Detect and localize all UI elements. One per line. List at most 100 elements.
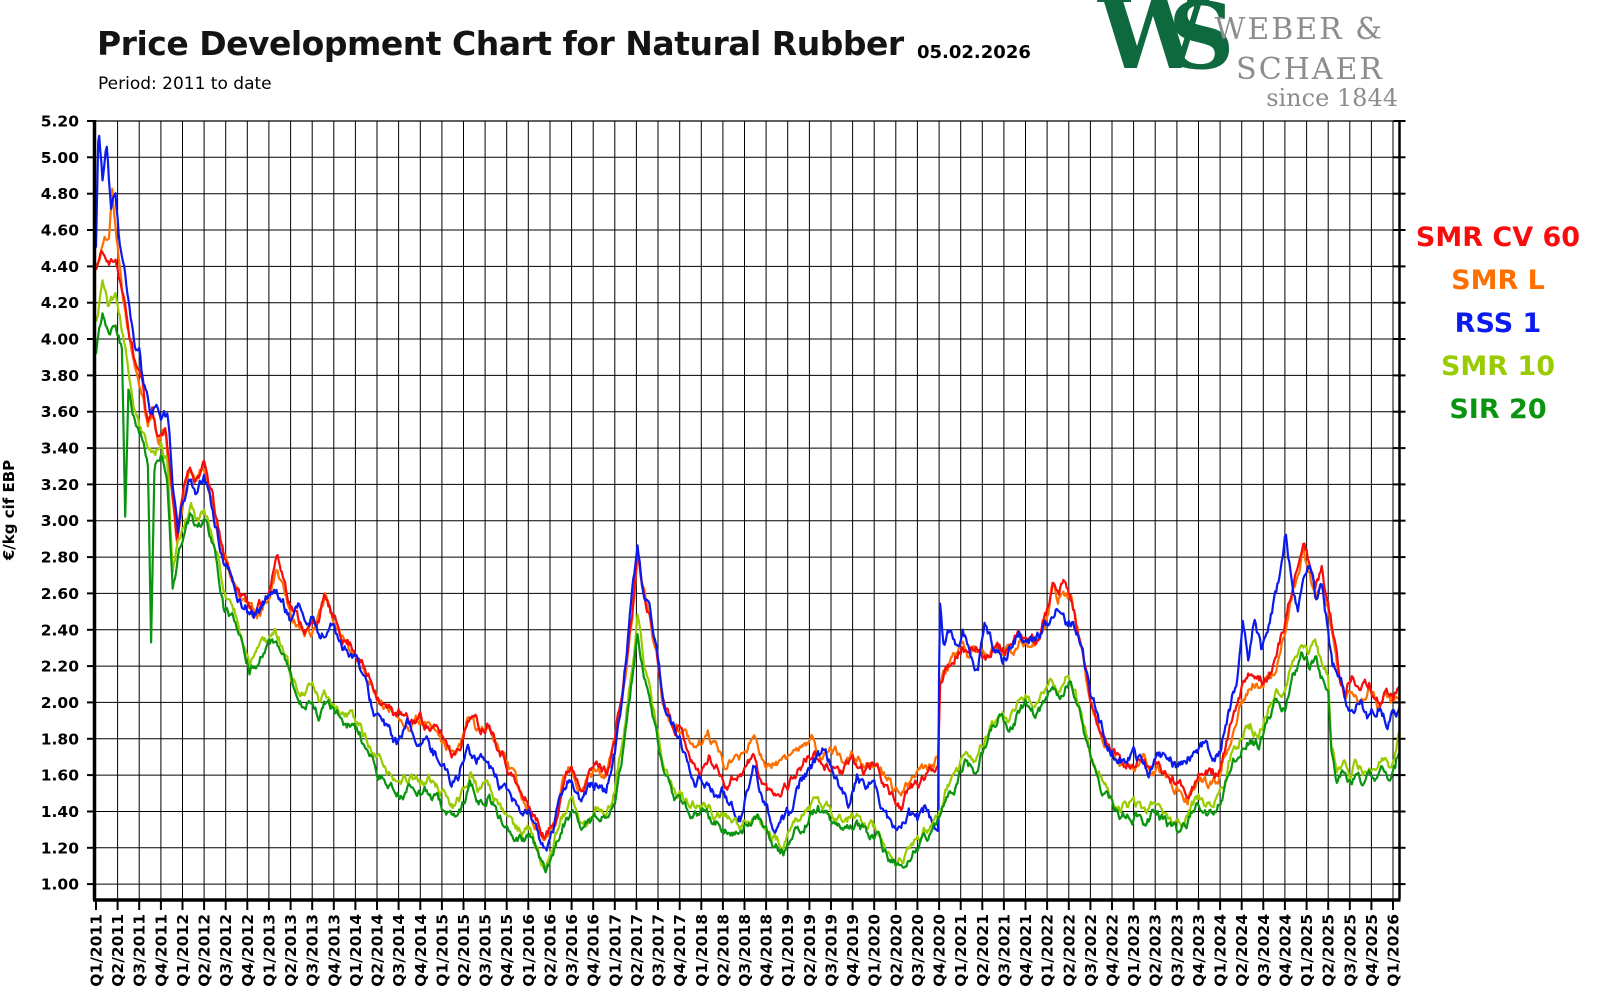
svg-text:Q2/2024: Q2/2024: [1233, 914, 1251, 987]
svg-text:Q1/2015: Q1/2015: [433, 914, 451, 987]
svg-text:4.60: 4.60: [41, 222, 79, 240]
svg-text:4.20: 4.20: [41, 294, 79, 312]
svg-text:4.00: 4.00: [41, 331, 79, 349]
chart-period-subtitle: Period: 2011 to date: [98, 74, 272, 94]
svg-text:Q3/2025: Q3/2025: [1341, 914, 1359, 987]
svg-text:Q1/2013: Q1/2013: [260, 914, 278, 987]
svg-text:Q2/2020: Q2/2020: [887, 914, 905, 987]
svg-text:Q2/2023: Q2/2023: [1147, 914, 1165, 987]
svg-text:Q2/2017: Q2/2017: [628, 914, 646, 987]
svg-text:Q1/2016: Q1/2016: [520, 914, 538, 987]
y-axis-title: €/kg cif EBP: [0, 460, 18, 561]
svg-text:3.00: 3.00: [41, 512, 79, 530]
svg-text:3.80: 3.80: [41, 367, 79, 385]
legend-item-smr-l: SMR L: [1451, 265, 1545, 296]
svg-text:Q4/2021: Q4/2021: [1017, 914, 1035, 987]
svg-text:Q4/2013: Q4/2013: [325, 914, 343, 987]
svg-text:Q1/2018: Q1/2018: [693, 914, 711, 987]
svg-text:4.80: 4.80: [41, 185, 79, 203]
svg-text:Q2/2012: Q2/2012: [196, 914, 214, 987]
svg-text:Q2/2014: Q2/2014: [369, 914, 387, 987]
svg-text:Q3/2023: Q3/2023: [1168, 914, 1186, 987]
logo-letter-w: W: [1098, 0, 1209, 92]
series-line-rss-1: [94, 134, 1401, 852]
svg-text:Q2/2018: Q2/2018: [714, 914, 732, 987]
svg-text:2.40: 2.40: [41, 621, 79, 639]
svg-text:Q1/2019: Q1/2019: [779, 914, 797, 987]
svg-text:2.20: 2.20: [41, 658, 79, 676]
svg-text:5.20: 5.20: [41, 113, 79, 131]
svg-text:2.60: 2.60: [41, 585, 79, 603]
svg-text:Q1/2017: Q1/2017: [606, 914, 624, 987]
svg-text:Q4/2014: Q4/2014: [412, 914, 430, 987]
svg-text:Q2/2011: Q2/2011: [109, 914, 127, 987]
svg-text:Q1/2022: Q1/2022: [1039, 914, 1057, 987]
svg-text:Q2/2013: Q2/2013: [282, 914, 300, 987]
svg-text:Q3/2013: Q3/2013: [304, 914, 322, 987]
svg-text:Q4/2011: Q4/2011: [152, 914, 170, 987]
svg-text:3.60: 3.60: [41, 403, 79, 421]
svg-text:3.20: 3.20: [41, 476, 79, 494]
weber-schaer-logo: WS WEBER & SCHAER since 1844: [1090, 0, 1402, 118]
svg-text:Q3/2017: Q3/2017: [650, 914, 668, 987]
svg-text:Q2/2025: Q2/2025: [1320, 914, 1338, 987]
legend-item-sir-20: SIR 20: [1449, 394, 1547, 425]
y-axis-labels: 1.00 1.20 1.40 1.60 1.80 2.00 2.20 2.40 2.60 2.80…: [41, 113, 79, 894]
logo-name-line2: SCHAER: [1236, 52, 1384, 87]
svg-text:1.40: 1.40: [41, 803, 79, 821]
svg-text:Q4/2012: Q4/2012: [239, 914, 257, 987]
svg-text:Q3/2018: Q3/2018: [736, 914, 754, 987]
svg-text:2.80: 2.80: [41, 549, 79, 567]
svg-text:Q3/2012: Q3/2012: [217, 914, 235, 987]
svg-text:5.00: 5.00: [41, 149, 79, 167]
svg-text:Q3/2015: Q3/2015: [477, 914, 495, 987]
logo-tagline: since 1844: [1266, 84, 1398, 112]
gridlines: [96, 120, 1400, 899]
svg-text:1.80: 1.80: [41, 730, 79, 748]
legend-item-smr-cv-60: SMR CV 60: [1415, 222, 1581, 253]
svg-text:Q4/2020: Q4/2020: [931, 914, 949, 987]
svg-text:Q3/2020: Q3/2020: [909, 914, 927, 987]
svg-text:Q3/2021: Q3/2021: [995, 914, 1013, 987]
svg-text:Q4/2015: Q4/2015: [498, 914, 516, 987]
svg-text:1.20: 1.20: [41, 839, 79, 857]
svg-text:2.00: 2.00: [41, 694, 79, 712]
svg-text:Q3/2014: Q3/2014: [390, 914, 408, 987]
svg-text:3.40: 3.40: [41, 440, 79, 458]
svg-text:Q1/2021: Q1/2021: [952, 914, 970, 987]
svg-text:Q1/2025: Q1/2025: [1298, 914, 1316, 987]
svg-text:Q2/2016: Q2/2016: [542, 914, 560, 987]
series-line-sir-20: [94, 312, 1401, 874]
svg-text:Q2/2019: Q2/2019: [801, 914, 819, 987]
logo-company-name: WEBER & SCHAER: [1212, 10, 1384, 90]
logo-letter-s: S: [1168, 0, 1235, 90]
svg-text:Q3/2011: Q3/2011: [131, 914, 149, 987]
svg-text:Q2/2021: Q2/2021: [974, 914, 992, 987]
svg-text:Q1/2023: Q1/2023: [1125, 914, 1143, 987]
svg-text:Q4/2017: Q4/2017: [671, 914, 689, 987]
svg-text:Q3/2019: Q3/2019: [823, 914, 841, 987]
logo-name-line1: WEBER &: [1214, 12, 1384, 47]
svg-text:1.60: 1.60: [41, 767, 79, 785]
svg-text:Q1/2012: Q1/2012: [174, 914, 192, 987]
svg-text:4.40: 4.40: [41, 258, 79, 276]
svg-text:Q1/2024: Q1/2024: [1212, 914, 1230, 987]
svg-text:Q4/2024: Q4/2024: [1276, 914, 1294, 987]
x-axis-labels: Q1/2011 Q2/2011 Q3/2011 Q4/2011 Q1/2012 Q2/20…: [88, 914, 1403, 987]
svg-text:Q4/2025: Q4/2025: [1363, 914, 1381, 987]
svg-text:Q1/2014: Q1/2014: [347, 914, 365, 987]
series-line-smr-l: [95, 187, 1401, 842]
legend-item-smr-10: SMR 10: [1440, 351, 1556, 382]
svg-text:Q4/2016: Q4/2016: [585, 914, 603, 987]
svg-text:Q1/2020: Q1/2020: [866, 914, 884, 987]
svg-text:Q3/2024: Q3/2024: [1255, 914, 1273, 987]
svg-text:1.00: 1.00: [41, 876, 79, 894]
svg-text:Q4/2023: Q4/2023: [1190, 914, 1208, 987]
svg-text:Q3/2022: Q3/2022: [1082, 914, 1100, 987]
chart-date: 05.02.2026: [917, 42, 1031, 63]
svg-text:Q3/2016: Q3/2016: [563, 914, 581, 987]
svg-text:Q1/2026: Q1/2026: [1385, 914, 1403, 987]
svg-text:Q4/2019: Q4/2019: [844, 914, 862, 987]
svg-text:Q4/2022: Q4/2022: [1104, 914, 1122, 987]
